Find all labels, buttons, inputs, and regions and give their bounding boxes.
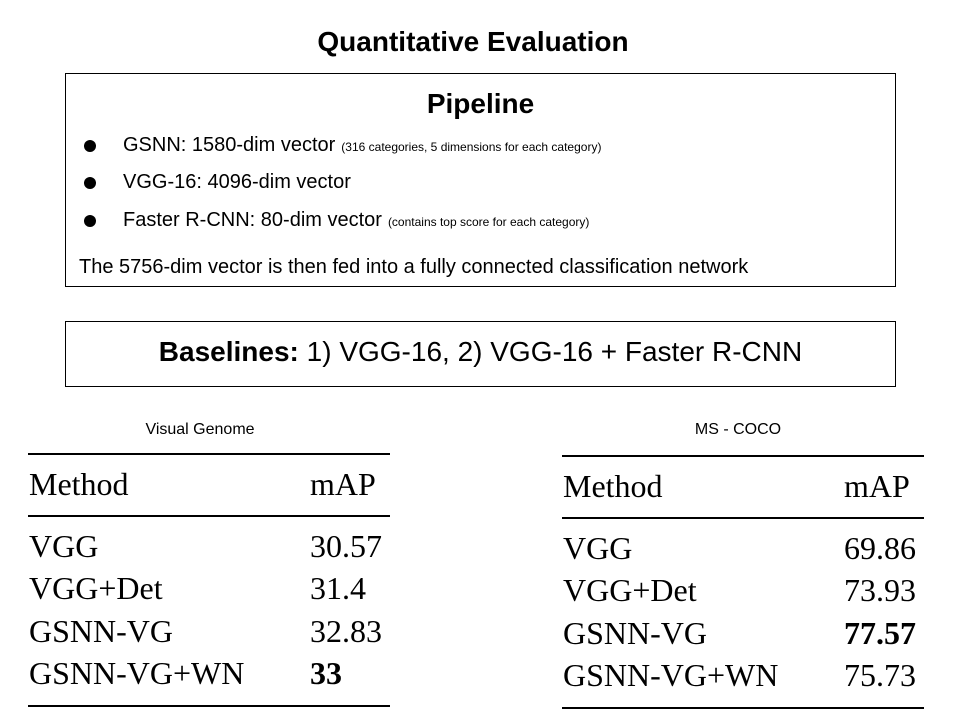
table-bottom-rule xyxy=(562,707,924,709)
table-row-method: GSNN-VG xyxy=(563,615,707,651)
baselines-line: Baselines: 1) VGG-16, 2) VGG-16 + Faster… xyxy=(66,336,895,368)
baselines-text: 1) VGG-16, 2) VGG-16 + Faster R-CNN xyxy=(306,336,803,367)
table-row-method: VGG xyxy=(563,530,633,566)
table-row-method: VGG+Det xyxy=(29,570,163,606)
table-top-rule xyxy=(562,455,924,457)
table-row-method: GSNN-VG+WN xyxy=(29,655,245,691)
table-row-map: 30.57 xyxy=(310,528,382,564)
bullet-icon xyxy=(84,177,96,189)
table-row-method: VGG xyxy=(29,528,99,564)
pipeline-box: Pipeline GSNN: 1580-dim vector (316 categ… xyxy=(65,73,896,287)
table-row-method: GSNN-VG xyxy=(29,613,173,649)
bullet-icon xyxy=(84,215,96,227)
table-row-map: 73.93 xyxy=(844,572,916,608)
pipeline-item-text: Faster R-CNN: 80-dim vector xyxy=(123,209,382,231)
pipeline-heading: Pipeline xyxy=(426,88,535,119)
column-header-map: mAP xyxy=(844,468,910,504)
pipeline-item-note: (contains top score for each category) xyxy=(387,215,590,229)
table-row-map-best: 77.57 xyxy=(844,615,916,651)
pipeline-summary: The 5756-dim vector is then fed into a f… xyxy=(79,256,749,278)
results-table-visual-genome: Method mAP VGG 30.57 VGG+Det 31.4 GSNN-V… xyxy=(28,450,390,710)
baselines-label: Baselines: xyxy=(158,336,299,367)
table-row-method: GSNN-VG+WN xyxy=(563,657,779,693)
baselines-box: Baselines: 1) VGG-16, 2) VGG-16 + Faster… xyxy=(65,321,896,387)
table-header-rule xyxy=(562,517,924,519)
column-header-map: mAP xyxy=(310,466,376,502)
pipeline-item-text: VGG-16: 4096-dim vector xyxy=(123,171,351,193)
table-row-map: 69.86 xyxy=(844,530,916,566)
table-caption-visual-genome: Visual Genome xyxy=(145,421,255,438)
table-row-map: 75.73 xyxy=(844,657,916,693)
table-row-map: 32.83 xyxy=(310,613,382,649)
column-header-method: Method xyxy=(29,466,129,502)
table-caption-ms-coco: MS - COCO xyxy=(694,421,782,438)
table-row-method: VGG+Det xyxy=(563,572,697,608)
table-row-map: 31.4 xyxy=(310,570,366,606)
table-row-map-best: 33 xyxy=(310,655,342,691)
table-top-rule xyxy=(28,453,390,455)
bullet-icon xyxy=(84,140,96,152)
slide-title: Quantitative Evaluation xyxy=(317,26,629,57)
pipeline-item-text: GSNN: 1580-dim vector xyxy=(123,134,336,156)
results-table-ms-coco: Method mAP VGG 69.86 VGG+Det 73.93 GSNN-… xyxy=(562,452,924,712)
table-header-rule xyxy=(28,515,390,517)
table-bottom-rule xyxy=(28,705,390,707)
pipeline-item-note: (316 categories, 5 dimensions for each c… xyxy=(341,140,602,154)
column-header-method: Method xyxy=(563,468,663,504)
